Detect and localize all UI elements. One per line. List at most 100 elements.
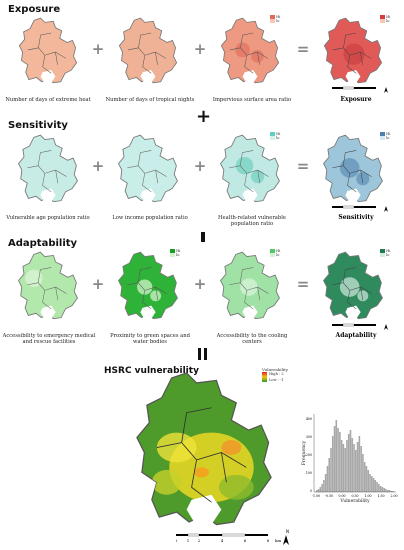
legend-sensitivity: Hi lo	[380, 132, 390, 140]
plus-operator-between-sections: +	[196, 106, 212, 127]
legend-impervious: Hi lo	[270, 15, 280, 23]
scale-bar-sensitivity	[332, 205, 388, 212]
scale-unit: km	[275, 538, 281, 543]
caption-health-vulnerable: Health-related vulnerable population rat…	[218, 215, 286, 227]
histogram-bar	[358, 436, 361, 492]
scale-tick-label: 2	[198, 538, 201, 543]
histogram-bar	[330, 448, 332, 492]
scale-tick-label: 8	[267, 538, 270, 543]
histogram-bar	[319, 487, 322, 492]
histogram-bar	[372, 478, 375, 492]
histogram-x-tick: 1.50	[377, 494, 384, 498]
histogram-bar	[337, 428, 339, 492]
map-sensitivity-result	[322, 134, 383, 203]
histogram-bar	[317, 489, 320, 492]
histogram-bar	[355, 450, 357, 492]
histogram-bar	[356, 442, 359, 492]
histogram-bar	[333, 426, 336, 492]
double-bar-right	[204, 348, 207, 360]
legend-exposure: Hi lo	[380, 15, 390, 23]
histogram-x-tick: -0.50	[325, 494, 333, 498]
histogram-bar	[390, 491, 393, 492]
map-low-income	[118, 134, 178, 203]
histogram-bar	[328, 458, 331, 492]
map-vulnerable-age	[18, 134, 78, 203]
plus-operator: +	[91, 157, 105, 175]
histogram-y-ticks: 0 100 200 300 400	[306, 417, 312, 493]
map-cooling-centers	[220, 251, 280, 320]
scale-tick-label: 0	[176, 538, 178, 543]
histogram-bar	[369, 474, 371, 492]
histogram-bar	[385, 489, 387, 492]
histogram-bar	[367, 470, 370, 492]
histogram-bar	[378, 484, 380, 492]
histogram-bar	[346, 440, 348, 492]
histogram-y-tick: 400	[306, 417, 312, 421]
legend-green: Hi lo	[170, 249, 180, 257]
caption-low-income: Low income population ratio	[112, 215, 188, 221]
histogram-bar	[374, 480, 377, 492]
section-title-adaptability: Adaptability	[8, 238, 78, 249]
north-arrow-label: N	[286, 529, 289, 534]
caption-impervious: Impervious surface area ratio	[212, 97, 292, 103]
histogram-y-tick: 300	[306, 435, 312, 439]
equals-operator: =	[296, 275, 310, 293]
scale-bar-exposure	[332, 86, 388, 93]
map-emergency-access	[18, 251, 78, 320]
histogram-bar	[324, 474, 327, 492]
histogram-x-ticks: -1.00 -0.50 0.00 0.50 1.00 1.50 2.00	[312, 494, 398, 498]
caption-emergency-access: Accessibility to emergency medical and r…	[2, 333, 96, 345]
histogram-x-tick: 1.00	[364, 494, 371, 498]
legend-adaptability: Hi lo	[380, 249, 390, 257]
scale-tick-label: 6	[244, 538, 247, 543]
histogram-y-tick: 0	[310, 489, 312, 493]
caption-green-spaces: Proximity to green spaces and water bodi…	[110, 333, 190, 345]
caption-vulnerable-age: Vulnerable age population ratio	[6, 215, 90, 221]
caption-sensitivity-result: Sensitivity	[338, 214, 374, 221]
histogram-bar	[340, 440, 343, 492]
histogram-bar	[353, 444, 355, 492]
histogram-bar	[383, 488, 385, 492]
scale-bar-hsrc: 0 1 2 4 6 8 km	[176, 533, 289, 545]
scale-bar-adaptability	[332, 323, 388, 330]
map-hsrc-vulnerability	[135, 371, 273, 526]
histogram-bar	[316, 490, 318, 492]
plus-operator: +	[91, 40, 105, 58]
map-impervious-surface	[220, 17, 280, 84]
histogram-vulnerability: -1.00 -0.50 0.00 0.50 1.00 1.50 2.00 0 100 200 30…	[301, 414, 398, 504]
histogram-bar	[363, 462, 366, 492]
histogram-y-tick: 100	[306, 471, 312, 475]
caption-exposure-result: Exposure	[340, 96, 372, 103]
legend-hsrc: Vulnerability High : 2 Low : -1	[262, 367, 288, 382]
histogram-bar	[339, 432, 341, 492]
histogram-bar	[321, 484, 323, 492]
histogram-bar	[342, 444, 345, 492]
histogram-bar	[326, 466, 329, 492]
histogram-bar	[362, 454, 364, 492]
histogram-xlabel: Vulnerability	[339, 498, 370, 504]
histogram-ylabel: Frequency	[301, 440, 307, 465]
plus-operator: +	[193, 40, 207, 58]
histogram-bar	[344, 448, 346, 492]
caption-tropical-nights: Number of days of tropical nights	[105, 97, 195, 103]
equals-operator: =	[296, 40, 310, 58]
histogram-bar	[381, 487, 384, 492]
map-tropical-nights	[118, 17, 178, 84]
map-green-spaces	[118, 251, 178, 320]
histogram-bar	[365, 466, 368, 492]
histogram-x-tick: 2.00	[390, 494, 397, 498]
plus-operator: +	[193, 275, 207, 293]
caption-adaptability-result: Adaptability	[335, 332, 377, 339]
map-health-vulnerable	[220, 134, 280, 203]
map-adaptability-result	[322, 251, 383, 320]
map-exposure-result	[323, 17, 383, 84]
histogram-bar	[351, 438, 354, 492]
plus-operator: +	[91, 275, 105, 293]
histogram-bar	[388, 490, 391, 492]
histogram-bar	[370, 476, 373, 492]
plus-operator: +	[193, 157, 207, 175]
section-title-exposure: Exposure	[8, 4, 61, 15]
map-extreme-heat	[18, 17, 78, 84]
caption-cooling-centers: Accessibility to the cooling centers	[216, 333, 288, 345]
histogram-bar	[335, 420, 338, 492]
